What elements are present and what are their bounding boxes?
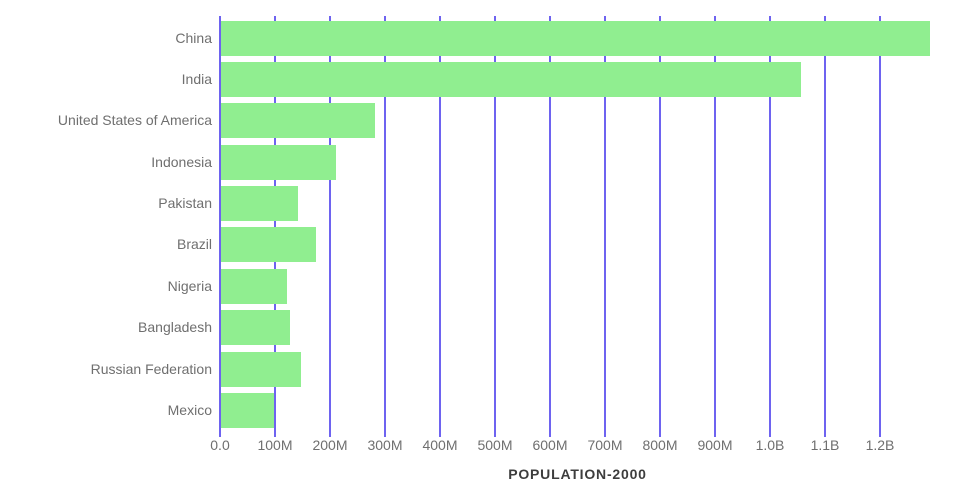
x-tick-label: 400M — [422, 437, 458, 453]
gridline-700M — [604, 16, 606, 437]
gridline-1.1B — [824, 16, 826, 437]
x-tick-label: 1.1B — [810, 437, 840, 453]
x-tick-label: 300M — [367, 437, 403, 453]
category-label: United States of America — [57, 112, 212, 129]
x-tick-label: 1.2B — [865, 437, 895, 453]
category-label: China — [175, 29, 212, 46]
x-tick-label: 0.0 — [210, 437, 230, 453]
category-label: Russian Federation — [90, 360, 212, 377]
category-label: Mexico — [167, 401, 212, 418]
category-label: Bangladesh — [138, 319, 212, 336]
x-tick-label: 500M — [477, 437, 513, 453]
category-label: Pakistan — [158, 195, 212, 212]
gridline-1.2B — [879, 16, 881, 437]
bar-brazil — [221, 227, 317, 263]
gridline-1.0B — [769, 16, 771, 437]
bar-mexico — [221, 392, 275, 428]
gridline-900M — [714, 16, 716, 437]
gridline-200M — [329, 16, 331, 437]
x-tick-label: 800M — [642, 437, 678, 453]
bar-china — [221, 20, 930, 56]
x-tick-label: 900M — [697, 437, 733, 453]
bar-pakistan — [221, 186, 299, 222]
category-label: Nigeria — [167, 277, 212, 294]
gridline-500M — [494, 16, 496, 437]
bar-india — [221, 62, 802, 98]
gridline-800M — [659, 16, 661, 437]
x-tick-label: 700M — [587, 437, 623, 453]
category-label: Indonesia — [151, 153, 212, 170]
x-tick-label: 1.0B — [755, 437, 785, 453]
bar-russian-federation — [221, 351, 301, 387]
category-label: Brazil — [176, 236, 212, 253]
x-tick-label: 600M — [532, 437, 568, 453]
gridline-100M — [274, 16, 276, 437]
x-tick-label: 100M — [257, 437, 293, 453]
bar-indonesia — [221, 144, 337, 180]
gridline-300M — [384, 16, 386, 437]
gridline-600M — [549, 16, 551, 437]
x-axis-title: POPULATION-2000 — [508, 466, 647, 482]
gridline-400M — [439, 16, 441, 437]
bar-united-states-of-america — [221, 103, 375, 139]
x-tick-label: 200M — [312, 437, 348, 453]
category-label: India — [181, 71, 212, 88]
bar-bangladesh — [221, 310, 291, 346]
gridline-0.0 — [219, 16, 221, 437]
bar-nigeria — [221, 268, 288, 304]
